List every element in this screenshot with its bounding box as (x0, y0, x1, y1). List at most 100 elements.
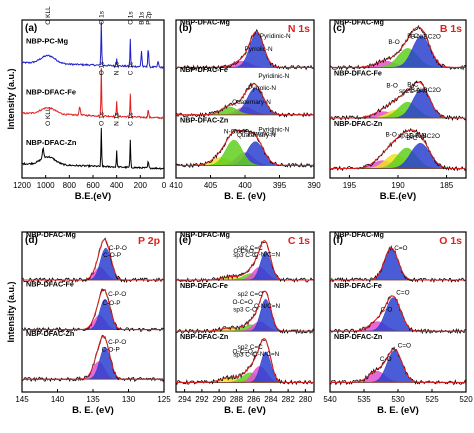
x-tick-label: 800 (63, 181, 77, 190)
x-tick-label: 200 (134, 181, 148, 190)
x-tick-label: 190 (391, 181, 405, 190)
peak-label: O KLL (45, 6, 52, 25)
fit-envelope (22, 288, 164, 331)
x-tick-label: 1000 (37, 181, 55, 190)
sample-label: NBP-DFAC-Mg (334, 18, 384, 27)
component-label: Pyrrolic-N (248, 85, 276, 92)
panel-e: 294 292 290 288 286 284 282 280 B. E. (eV) (e) C 1… (175, 230, 315, 416)
x-axis-label: B. E. (eV) (224, 191, 266, 202)
panel-letter: (e) (179, 235, 191, 246)
sample-label: NBP-PC-Mg (26, 37, 68, 46)
component-label: Pyrrolic-N (248, 131, 276, 138)
element-label: C 1s (288, 235, 310, 247)
fit-envelope (22, 238, 164, 281)
x-tick-label: 405 (204, 181, 218, 190)
component-label: B-C (407, 82, 418, 89)
sample-label: NBP-DFAC-Mg (180, 18, 230, 27)
component-peak (330, 101, 466, 119)
peak-label: P 2p (145, 11, 152, 25)
component-label: sp2 C=C (238, 245, 263, 252)
x-tick-label: 292 (195, 395, 209, 404)
component-label: sp2 C=C (238, 291, 263, 298)
component-label: B-O (385, 132, 396, 139)
panel-letter: (a) (25, 23, 37, 34)
fit-envelope (330, 81, 466, 119)
element-label: N 1s (288, 23, 310, 35)
peak-label: O 1s (98, 111, 105, 125)
x-tick-label: 135 (86, 395, 100, 404)
peak-label: C 1s (127, 61, 134, 75)
panel-frame (175, 231, 315, 393)
component-peak (330, 247, 466, 281)
x-tick-label: 140 (51, 395, 65, 404)
fit-envelope (330, 295, 466, 332)
sample-label: NBP-DFAC-Fe (180, 65, 228, 74)
component-peak (330, 147, 466, 169)
x-tick-label: 125 (157, 395, 171, 404)
component-label: B-N/BC2O (411, 33, 441, 40)
fit-envelope (176, 240, 314, 281)
component-label: sp2C-B-N (399, 88, 427, 95)
component-label: sp2 C=C (238, 344, 263, 351)
component-label: Quaternary-N (237, 132, 276, 139)
fit-envelope (330, 348, 466, 383)
x-axis-label: B. E. (eV) (377, 405, 419, 416)
x-tick-label: 1200 (13, 181, 31, 190)
peak-label: C 1s (127, 112, 134, 126)
sample-label: NBP-DFAC-Fe (180, 281, 228, 290)
component-label: C-N/C=N (253, 351, 279, 358)
component-label: C=O (398, 342, 411, 349)
sample-label: NBP-DFAC-Zn (26, 329, 74, 338)
fit-envelope (330, 26, 466, 68)
component-label: C-O (380, 356, 392, 363)
component-label: C-O-P (102, 347, 120, 354)
fit-envelope (176, 338, 314, 383)
sample-label: NBP-DFAC-Mg (180, 230, 230, 239)
x-tick-label: 0 (162, 181, 167, 190)
raw-spectrum (175, 338, 314, 386)
x-axis-label: B. E. (eV) (72, 405, 114, 416)
fit-envelope (176, 31, 314, 68)
fit-envelope (330, 129, 466, 169)
component-label: C-O (381, 307, 393, 314)
fit-envelope (330, 247, 466, 281)
x-tick-label: 185 (440, 181, 454, 190)
component-label: Pyridinic-N (258, 127, 289, 134)
component-label: sp2C-B-N (398, 132, 426, 139)
x-tick-label: 390 (307, 181, 321, 190)
component-label: C-O-P (102, 300, 120, 307)
peak-label: O 1s (98, 10, 105, 24)
sample-label: NBP-DFAC-Zn (334, 332, 382, 341)
component-label: sp3 C-C (233, 252, 257, 259)
x-tick-label: 410 (169, 181, 183, 190)
panel-letter: (f) (333, 235, 343, 246)
x-tick-label: 145 (15, 395, 29, 404)
x-axis-label: B. E. (eV) (224, 405, 266, 416)
component-label: C-P-O (109, 245, 127, 252)
sample-label: NBP-DFAC-Zn (180, 332, 228, 341)
fit-envelope (22, 335, 164, 380)
y-axis-label: Intensity (a.u.) (6, 68, 16, 129)
fit-envelope (176, 83, 314, 116)
sample-label: NBP-DFAC-Zn (180, 116, 228, 125)
element-label: B 1s (440, 23, 462, 35)
component-label: O-C=O (232, 349, 252, 356)
x-axis-label: B.E.(eV) (380, 191, 416, 202)
component-label: C=O (394, 245, 407, 252)
survey-line-0 (21, 21, 165, 70)
component-peak (330, 48, 466, 68)
component-label: C-P-O (108, 339, 126, 346)
raw-spectrum (176, 290, 315, 335)
y-axis-label: Intensity (a.u.) (6, 281, 16, 342)
component-label: sp3 C-C (233, 307, 257, 314)
component-label: B-N/BC2O (411, 87, 441, 94)
panel-letter: (b) (179, 23, 192, 34)
element-label: P 2p (138, 235, 160, 247)
component-label: C-N/C=N (254, 303, 280, 310)
component-label: Pyrrolic-N (245, 46, 273, 53)
component-label: C=O (396, 290, 409, 297)
component-label: sp3 C-C (233, 351, 257, 358)
panel-b: 410 405 400 395 390 B. E. (eV) (b) N 1s NBP-DFAC… (169, 18, 321, 202)
component-label: B-O (388, 39, 399, 46)
